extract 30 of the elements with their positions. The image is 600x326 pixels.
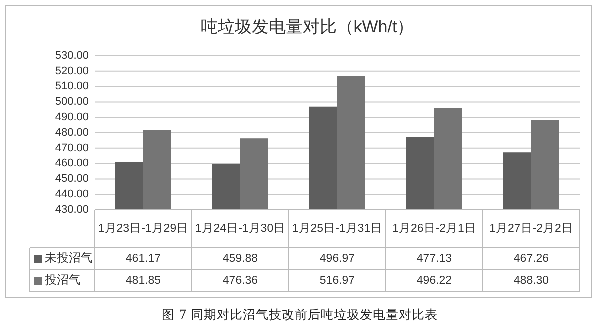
y-tick-label: 510.00 (55, 80, 89, 93)
data-label: 459.88 (222, 253, 258, 266)
y-tick-label: 530.00 (55, 50, 89, 62)
y-tick-label: 480.00 (55, 126, 89, 139)
y-tick-label: 460.00 (55, 158, 89, 170)
data-label: 477.13 (416, 253, 452, 266)
legend-label: 未投沼气 (45, 251, 93, 266)
x-tick-label: 1月27日-2月2日 (490, 222, 574, 236)
data-label: 481.85 (126, 275, 162, 288)
legend-label: 投沼气 (44, 273, 81, 288)
data-label: 496.97 (320, 253, 356, 266)
y-tick-label: 490.00 (55, 112, 89, 124)
y-tick-label: 440.00 (55, 188, 89, 201)
y-tick-label: 450.00 (55, 173, 89, 186)
data-label: 461.17 (126, 253, 162, 266)
x-tick-label: 1月25日-1月31日 (292, 222, 383, 236)
data-label: 488.30 (514, 275, 550, 288)
data-label: 496.22 (416, 275, 452, 288)
x-tick-label: 1月24日-1月30日 (195, 222, 286, 236)
x-tick-label: 1月23日-1月29日 (98, 222, 189, 236)
y-tick-label: 520.00 (55, 65, 89, 78)
data-label: 476.36 (222, 275, 258, 288)
y-tick-label: 500.00 (55, 96, 89, 108)
data-label: 467.26 (514, 253, 550, 266)
x-tick-label: 1月26日-2月1日 (392, 222, 476, 236)
y-tick-label: 470.00 (55, 142, 89, 154)
caption: 图 7 同期对比沼气技改前后吨垃圾发电量对比表 (162, 307, 438, 322)
data-label: 516.97 (320, 275, 356, 288)
chart-title: 吨垃圾发电量对比（kWh/t） (200, 17, 414, 36)
y-tick-label: 430.00 (55, 204, 89, 216)
